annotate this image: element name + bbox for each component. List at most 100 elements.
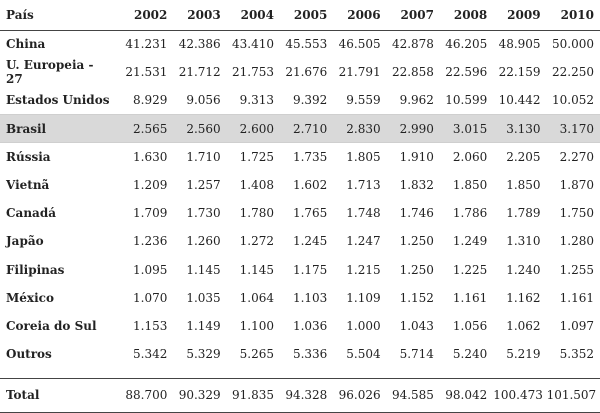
value-cell: 21.531	[125, 65, 168, 80]
value-cell: 1.910	[399, 150, 434, 165]
table-row: China 41.231 42.386 43.410 45.553 46.505 42.87…	[0, 30, 600, 58]
value-cell: 1.850	[452, 178, 488, 193]
value-cell: 1.109	[346, 290, 381, 305]
value-cell: 1.850	[506, 178, 541, 193]
value-cell: 1.408	[239, 178, 274, 193]
value-cell: 5.240	[452, 347, 488, 362]
total-label: Total	[6, 388, 40, 403]
value-cell: 3.130	[493, 114, 547, 143]
value-cell: 8.929	[133, 93, 168, 108]
value-cell: 5.265	[239, 347, 274, 362]
value-cell: 1.000	[346, 318, 381, 333]
value-cell: 5.352	[559, 347, 594, 362]
year-column-header: 2002	[120, 0, 174, 31]
table-row: U. Europeia - 27 21.531 21.712 21.753 21.676…	[0, 58, 600, 86]
value-cell: 42.878	[391, 37, 434, 52]
total-value-cell: 98.042	[445, 388, 488, 403]
value-cell: 3.015	[439, 114, 494, 143]
value-cell: 2.060	[452, 150, 488, 165]
value-cell: 21.712	[178, 65, 221, 80]
value-cell: 1.064	[239, 290, 274, 305]
value-cell: 9.962	[399, 93, 434, 108]
value-cell: 1.209	[133, 178, 168, 193]
value-cell: 2.560	[173, 114, 227, 143]
value-cell: 1.062	[506, 318, 541, 333]
value-cell: 45.553	[285, 37, 328, 52]
year-column-header: 2007	[386, 0, 440, 31]
value-cell: 22.159	[498, 65, 541, 80]
table-row: Canadá 1.709 1.730 1.780 1.765 1.748 1.746 1.78…	[0, 199, 600, 227]
value-cell: 22.858	[391, 65, 434, 80]
value-cell: 1.257	[186, 178, 221, 193]
value-cell: 46.505	[338, 37, 381, 52]
value-cell: 9.313	[239, 93, 274, 108]
value-cell: 46.205	[445, 37, 488, 52]
value-cell: 1.153	[133, 318, 168, 333]
value-cell: 5.336	[292, 347, 328, 362]
year-column-header: 2008	[439, 0, 494, 31]
value-cell: 1.310	[506, 234, 541, 249]
value-cell: 1.236	[133, 234, 168, 249]
value-cell: 48.905	[498, 37, 541, 52]
value-cell: 1.245	[292, 234, 328, 249]
table-row: Japão 1.236 1.260 1.272 1.245 1.247 1.250 1.249…	[0, 227, 600, 255]
year-column-header: 2004	[226, 0, 280, 31]
value-cell: 1.789	[506, 206, 541, 221]
total-value-cell: 96.026	[338, 388, 381, 403]
value-cell: 1.175	[292, 262, 328, 277]
value-cell: 1.709	[133, 206, 168, 221]
country-column-header: País	[0, 0, 121, 31]
value-cell: 22.596	[445, 65, 488, 80]
value-cell: 1.161	[452, 290, 488, 305]
total-value-cell: 91.835	[232, 388, 274, 403]
total-value-cell: 88.700	[125, 388, 168, 403]
country-cell: Canadá	[6, 206, 56, 221]
value-cell: 1.805	[346, 150, 381, 165]
table-row: Coreia do Sul 1.153 1.149 1.100 1.036 1.000 1.…	[0, 312, 600, 340]
country-cell: Vietnã	[6, 178, 50, 193]
value-cell: 10.052	[552, 93, 594, 108]
value-cell: 1.786	[452, 206, 488, 221]
table-row: Outros 5.342 5.329 5.265 5.336 5.504 5.714 5.24…	[0, 340, 600, 368]
year-column-header: 2010	[546, 0, 600, 31]
value-cell: 1.215	[346, 262, 381, 277]
value-cell: 1.280	[559, 234, 594, 249]
value-cell: 1.748	[346, 206, 381, 221]
value-cell: 1.095	[133, 262, 168, 277]
value-cell: 1.145	[239, 262, 274, 277]
value-cell: 50.000	[552, 37, 594, 52]
value-cell: 9.392	[292, 93, 328, 108]
total-row: Total 88.700 90.329 91.835 94.328 96.026 94.58…	[0, 378, 600, 413]
value-cell: 1.162	[506, 290, 541, 305]
table-header: País 2002 2003 2004 2005 2006 2007 2008 2009 201…	[0, 0, 600, 31]
value-cell: 21.676	[285, 65, 328, 80]
value-cell: 10.442	[498, 93, 541, 108]
value-cell: 1.780	[239, 206, 274, 221]
table-row: Filipinas 1.095 1.145 1.145 1.175 1.215 1.250 1…	[0, 256, 600, 284]
value-cell: 43.410	[232, 37, 274, 52]
value-cell: 1.225	[452, 262, 488, 277]
year-column-header: 2003	[173, 0, 227, 31]
table-row: México 1.070 1.035 1.064 1.103 1.109 1.152 1.16…	[0, 284, 600, 312]
value-cell: 2.990	[386, 114, 440, 143]
country-cell: México	[6, 290, 54, 305]
value-cell: 1.152	[399, 290, 434, 305]
value-cell: 1.035	[186, 290, 221, 305]
value-cell: 5.714	[399, 347, 434, 362]
value-cell: 1.036	[292, 318, 328, 333]
value-cell: 1.832	[399, 178, 434, 193]
value-cell: 2.270	[559, 150, 594, 165]
value-cell: 1.750	[559, 206, 594, 221]
value-cell: 1.250	[399, 234, 434, 249]
value-cell: 2.205	[506, 150, 541, 165]
table-row: Vietnã 1.209 1.257 1.408 1.602 1.713 1.832 1.85…	[0, 171, 600, 199]
country-cell: China	[6, 37, 46, 52]
value-cell: 1.713	[346, 178, 381, 193]
country-cell: U. Europeia - 27	[6, 58, 94, 87]
value-cell: 1.249	[452, 234, 488, 249]
value-cell: 1.247	[346, 234, 381, 249]
value-cell: 1.056	[452, 318, 488, 333]
value-cell: 2.565	[120, 114, 174, 143]
year-column-header: 2009	[493, 0, 547, 31]
